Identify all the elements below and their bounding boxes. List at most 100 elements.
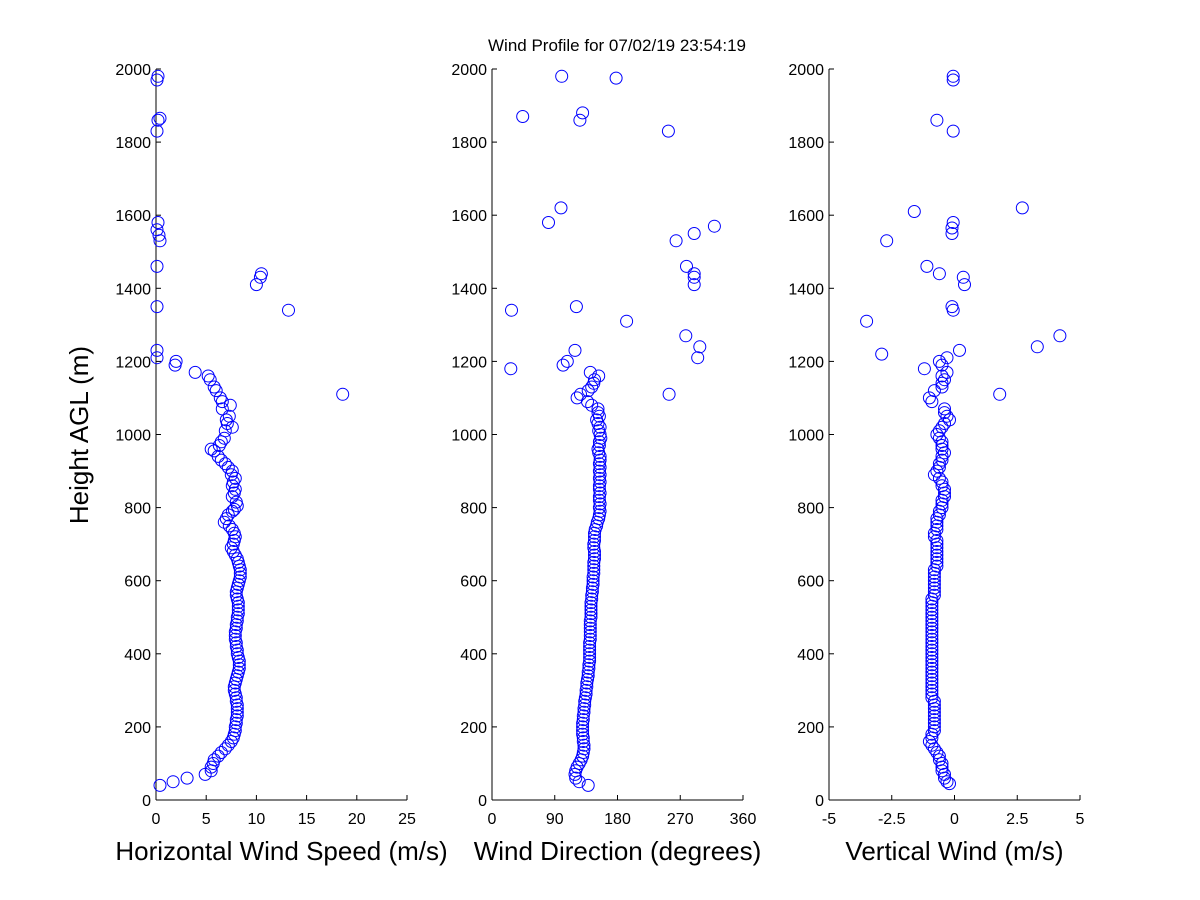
x-axis-label: Wind Direction (degrees) [474,836,762,866]
y-tick-label: 1000 [115,428,151,445]
data-point [217,515,231,529]
data-point [691,351,705,365]
data-point [222,409,236,423]
data-point [221,738,235,752]
data-points [860,69,1067,791]
data-point [932,471,946,485]
y-tick-label: 400 [460,647,487,664]
y-tick-label: 1000 [451,428,487,445]
data-point [938,417,951,430]
data-point [592,369,606,383]
data-point [224,468,238,482]
data-point [938,446,951,460]
data-point [927,585,941,599]
data-point [609,71,623,85]
data-point [932,504,946,518]
data-point [233,563,247,577]
data-point [574,753,588,767]
data-point [930,512,944,526]
data-point [930,559,944,573]
data-point [940,775,954,789]
data-point [587,555,601,569]
data-point [946,73,960,87]
data-point [229,585,243,599]
data-point [505,303,518,317]
data-point [925,592,939,606]
data-point [227,486,241,500]
data-point [576,106,590,120]
data-point [880,234,894,248]
y-tick-label: 0 [478,793,487,810]
data-point [687,227,701,240]
data-point [226,537,240,551]
data-point [930,464,944,478]
data-point [592,490,606,504]
data-point [215,402,229,416]
data-point [232,658,246,672]
data-point [925,665,939,679]
data-point [927,742,941,756]
data-point [922,735,936,748]
y-tick-label: 1200 [115,354,151,371]
data-point [927,468,941,482]
data-point [940,409,954,423]
data-point [249,278,263,292]
data-point [927,566,941,580]
data-point [925,636,939,650]
x-tick-label: 180 [604,811,631,828]
data-point [875,347,889,361]
data-point [253,270,267,284]
y-tick-label: 800 [797,501,824,518]
data-point [925,596,939,610]
data-point [927,698,941,712]
x-tick-label: 10 [248,811,266,828]
x-tick-label: 2.5 [1006,811,1028,828]
data-point [917,362,931,376]
data-point [572,775,586,789]
data-point [233,566,247,580]
data-point [587,563,601,577]
data-point [687,267,701,281]
data-point [583,621,597,635]
y-tick-label: 1600 [115,208,151,225]
data-point [198,767,212,781]
data-point [225,523,239,536]
data-point [925,651,939,664]
data-point [578,694,592,708]
data-point [925,658,939,672]
panel-3: 0 200 400 600 800 1000 1200 1400 1600 1800 2000 -5 -… [788,62,1084,866]
data-point [925,640,939,653]
data-point [925,632,939,646]
data-point [581,665,595,679]
data-point [935,376,949,390]
data-point [230,705,244,719]
data-point [201,369,215,383]
data-point [592,435,606,449]
data-point [168,358,182,372]
data-point [935,439,949,452]
data-point [930,552,944,566]
data-point [211,749,225,763]
data-point [925,676,939,690]
data-point [927,713,941,727]
data-point [556,358,570,372]
data-point [214,453,228,467]
data-point [927,570,941,584]
data-point [953,343,966,357]
data-point [230,610,244,624]
data-point [935,380,949,394]
x-tick-label: -5 [822,811,836,828]
data-point [946,216,960,229]
data-point [938,402,951,416]
y-tick-label: 200 [797,720,824,737]
y-tick-label: 1000 [788,428,824,445]
data-point [576,709,590,723]
x-tick-label: 0 [488,811,497,828]
data-point [225,479,239,493]
data-point [927,574,941,588]
data-point [930,428,944,441]
data-point [935,453,949,467]
data-point [587,559,601,573]
x-axis-label: Vertical Wind (m/s) [845,836,1063,866]
